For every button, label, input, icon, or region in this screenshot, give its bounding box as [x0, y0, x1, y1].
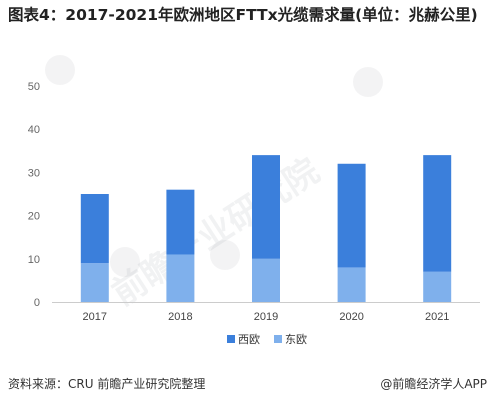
source-note: 资料来源：CRU 前瞻产业研究院整理: [8, 377, 206, 391]
bar-east-2021: [423, 271, 452, 302]
bar-west-2019: [252, 155, 280, 259]
x-tick-label: 2021: [425, 311, 449, 323]
x-tick-label: 2018: [168, 311, 192, 323]
watermark-logo-icon: [45, 55, 75, 85]
legend-swatch-east: [274, 335, 282, 343]
bar-west-2021: [423, 155, 452, 272]
watermark-logos: [45, 55, 383, 277]
bar-east-2018: [166, 254, 195, 302]
watermark-logo-icon: [353, 67, 383, 97]
y-tick-label: 30: [28, 167, 40, 179]
y-tick-label: 50: [28, 81, 40, 93]
bar-east-2019: [252, 258, 280, 302]
legend-label-west: 西欧: [238, 333, 260, 346]
x-tick-label: 2019: [254, 311, 278, 323]
legend-label-east: 东欧: [285, 333, 307, 346]
bars: [80, 155, 452, 302]
bar-east-2020: [337, 267, 366, 302]
x-tick-label: 2017: [83, 311, 107, 323]
watermark-logo-icon: [210, 240, 240, 270]
legend: 西欧 东欧: [227, 333, 307, 346]
y-axis: 0 10 20 30 40 50: [28, 81, 40, 309]
bar-west-2020: [337, 163, 366, 268]
bar-west-2018: [166, 189, 195, 255]
y-tick-label: 10: [28, 254, 40, 266]
legend-swatch-west: [227, 335, 235, 343]
y-tick-label: 20: [28, 211, 40, 223]
chart-title: 图表4：2017-2021年欧洲地区FTTx光缆需求量(单位：兆赫公里): [8, 6, 478, 24]
watermark-logo-icon: [110, 247, 140, 277]
x-tick-label: 2020: [339, 311, 363, 323]
bar-east-2017: [80, 263, 109, 302]
brand-credit: @前瞻经济学人APP: [380, 377, 487, 391]
x-axis: 2017 2018 2019 2020 2021: [52, 302, 480, 323]
y-tick-label: 40: [28, 124, 40, 136]
bar-west-2017: [80, 194, 109, 264]
y-tick-label: 0: [34, 297, 40, 309]
